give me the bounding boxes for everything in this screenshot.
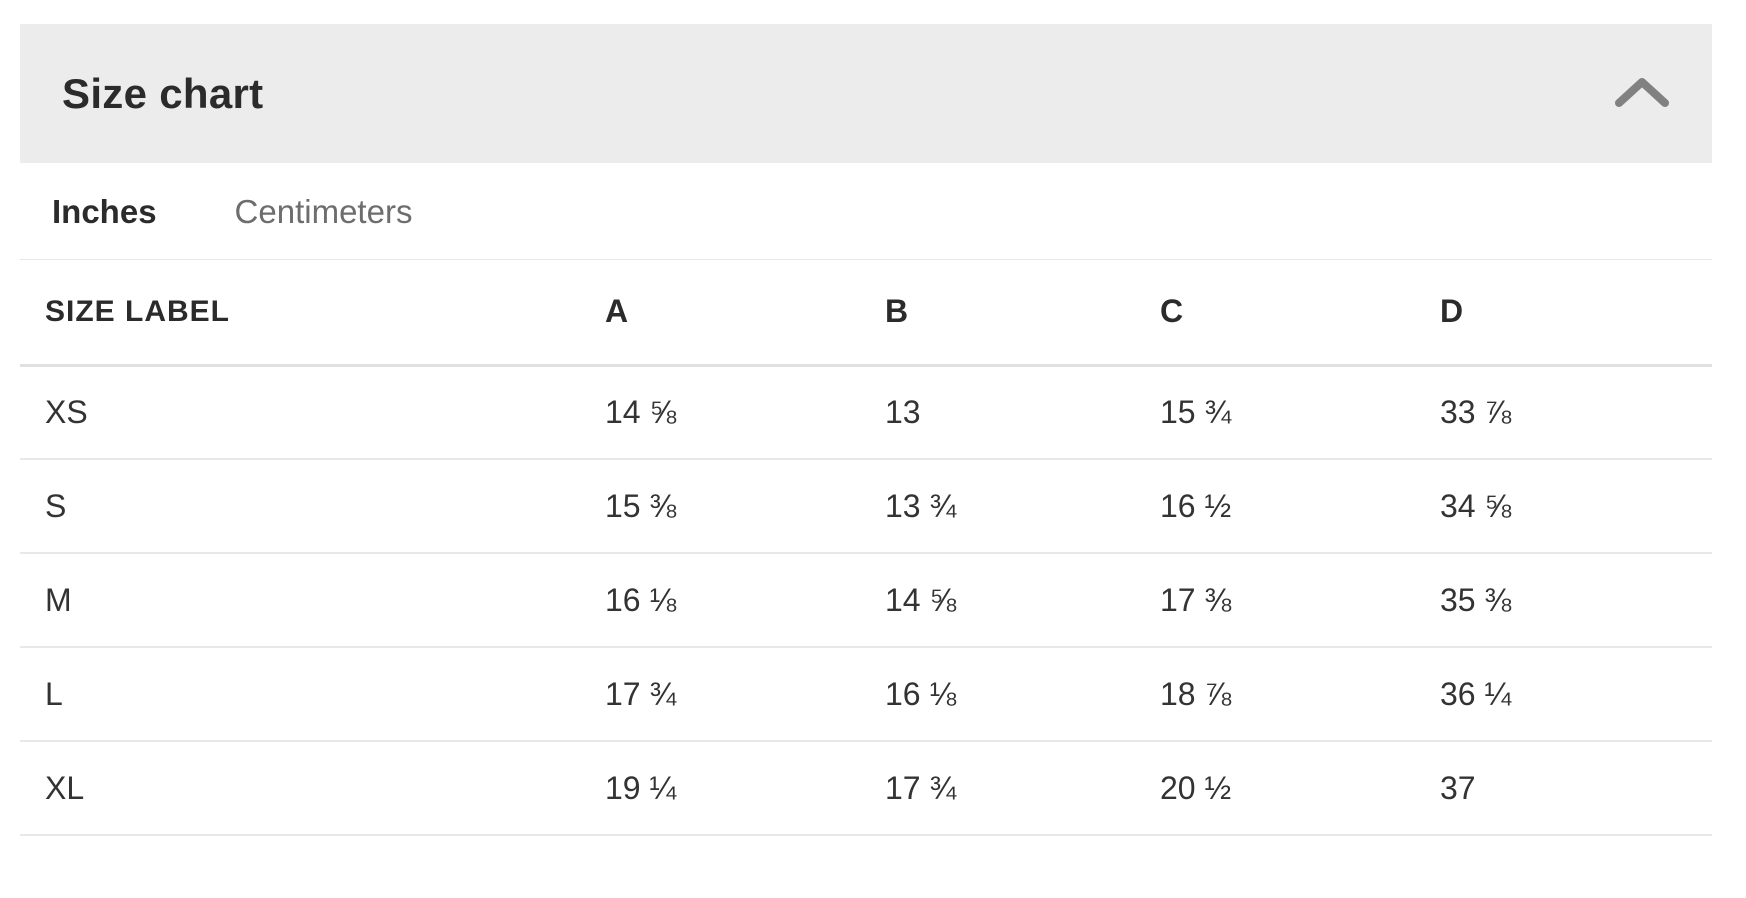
table-cell: 34 ⅝ (1440, 459, 1712, 554)
column-header-a: A (605, 260, 885, 367)
tab-inches[interactable]: Inches (52, 192, 157, 230)
table-cell: 18 ⅞ (1160, 647, 1440, 742)
row-label: XL (20, 741, 605, 836)
chevron-up-icon (1612, 74, 1672, 113)
column-header-size-label: SIZE LABEL (20, 260, 605, 367)
column-header-c: C (1160, 260, 1440, 367)
tab-centimeters[interactable]: Centimeters (234, 192, 413, 230)
row-label: M (20, 553, 605, 648)
table-cell: 17 ¾ (885, 741, 1160, 836)
row-label: S (20, 459, 605, 554)
table-row-l: L 17 ¾ 16 ⅛ 18 ⅞ 36 ¼ (20, 647, 1712, 742)
column-header-b: B (885, 260, 1160, 367)
size-table: SIZE LABEL A B C D XS 14 ⅝ 13 15 ¾ 33 ⅞ … (20, 260, 1712, 836)
table-row-m: M 16 ⅛ 14 ⅝ 17 ⅜ 35 ⅜ (20, 553, 1712, 648)
size-chart-header[interactable]: Size chart (20, 24, 1712, 163)
table-cell: 20 ½ (1160, 741, 1440, 836)
table-cell: 16 ½ (1160, 459, 1440, 554)
table-cell: 14 ⅝ (605, 365, 885, 460)
table-cell: 37 (1440, 741, 1712, 836)
table-cell: 15 ¾ (1160, 365, 1440, 460)
table-cell: 13 ¾ (885, 459, 1160, 554)
table-header-row: SIZE LABEL A B C D (20, 260, 1712, 367)
table-cell: 14 ⅝ (885, 553, 1160, 648)
row-label: XS (20, 365, 605, 460)
table-cell: 19 ¼ (605, 741, 885, 836)
table-cell: 33 ⅞ (1440, 365, 1712, 460)
table-cell: 17 ¾ (605, 647, 885, 742)
collapse-button[interactable] (1612, 74, 1672, 113)
table-cell: 36 ¼ (1440, 647, 1712, 742)
table-cell: 16 ⅛ (885, 647, 1160, 742)
table-cell: 13 (885, 365, 1160, 460)
table-row-s: S 15 ⅜ 13 ¾ 16 ½ 34 ⅝ (20, 459, 1712, 554)
table-cell: 16 ⅛ (605, 553, 885, 648)
row-label: L (20, 647, 605, 742)
column-header-d: D (1440, 260, 1712, 367)
table-row-xl: XL 19 ¼ 17 ¾ 20 ½ 37 (20, 741, 1712, 836)
table-cell: 17 ⅜ (1160, 553, 1440, 648)
table-row-xs: XS 14 ⅝ 13 15 ¾ 33 ⅞ (20, 365, 1712, 460)
size-chart-widget: Size chart Inches Centimeters SIZE LABEL… (20, 24, 1712, 836)
table-cell: 15 ⅜ (605, 459, 885, 554)
page-title: Size chart (62, 69, 264, 117)
table-cell: 35 ⅜ (1440, 553, 1712, 648)
unit-tabs: Inches Centimeters (20, 163, 1712, 260)
